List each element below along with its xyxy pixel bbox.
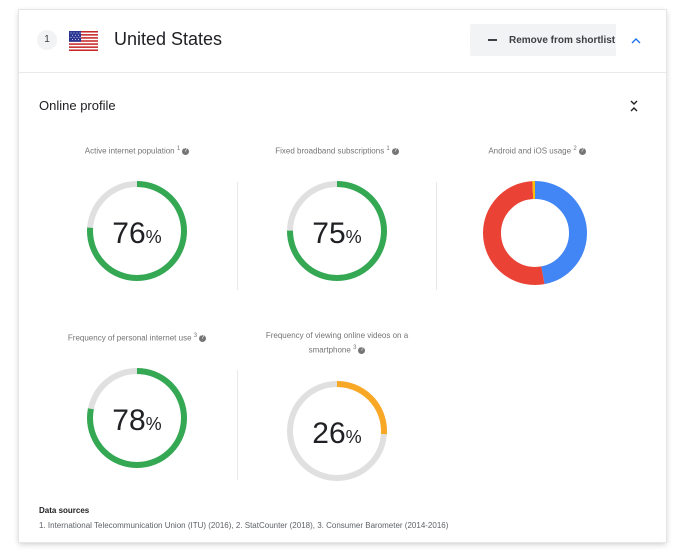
metric-label: Active internet population 1? [84, 146, 190, 156]
donut-segment-other [483, 181, 587, 285]
remove-button-label: Remove from shortlist [509, 34, 616, 46]
metric-label: Android and iOS usage 2? [488, 146, 586, 156]
country-name: United States [114, 29, 223, 49]
minus-icon [488, 39, 497, 41]
metric-label: Fixed broadband subscriptions 1? [275, 146, 399, 156]
ring-fill [87, 181, 187, 281]
flag-us-icon [69, 31, 98, 51]
divider [237, 370, 238, 480]
metric-android-ios-usage: Android and iOS usage 2? [437, 143, 637, 293]
section-title: Online profile [39, 98, 116, 113]
ring-fill [287, 381, 387, 481]
chevron-up-icon[interactable] [630, 37, 642, 45]
metric-label: Frequency of viewing online videos on a … [265, 331, 409, 355]
help-icon[interactable]: ? [578, 148, 586, 156]
metric-label: Frequency of personal internet use 3? [67, 333, 207, 343]
metric-fixed-broadband: Fixed broadband subscriptions 1? 75% [237, 143, 437, 293]
metric-value: 76% [112, 217, 162, 250]
progress-ring [87, 181, 187, 281]
progress-ring [287, 181, 387, 281]
metric-active-internet-population: Active internet population 1? 76% [37, 143, 237, 293]
metric-value: 75% [312, 217, 362, 250]
progress-ring [87, 368, 187, 468]
collapse-icon[interactable] [628, 99, 640, 113]
data-sources-text: 1. International Telecommunication Union… [39, 521, 449, 530]
divider [237, 182, 238, 290]
divider [436, 182, 437, 290]
ring-fill [287, 181, 387, 281]
help-icon[interactable]: ? [199, 335, 207, 343]
ring-fill [87, 368, 187, 468]
donut-segment-android [483, 181, 587, 285]
progress-ring [287, 381, 387, 481]
country-card: 1 United States Remove from shortlist [19, 10, 666, 542]
metric-personal-internet-use: Frequency of personal internet use 3? 78… [37, 330, 237, 480]
metric-online-videos-smartphone: Frequency of viewing online videos on a … [237, 330, 437, 481]
remove-from-shortlist-button[interactable]: Remove from shortlist [470, 24, 616, 56]
country-header: 1 United States Remove from shortlist [19, 10, 666, 73]
metric-value: 78% [112, 404, 162, 437]
metric-value: 26% [312, 417, 362, 450]
help-icon[interactable]: ? [182, 148, 190, 156]
rank-badge: 1 [37, 30, 57, 50]
help-icon[interactable]: ? [358, 347, 366, 355]
help-icon[interactable]: ? [391, 148, 399, 156]
os-usage-donut [483, 181, 587, 285]
data-sources-title: Data sources [39, 506, 90, 515]
